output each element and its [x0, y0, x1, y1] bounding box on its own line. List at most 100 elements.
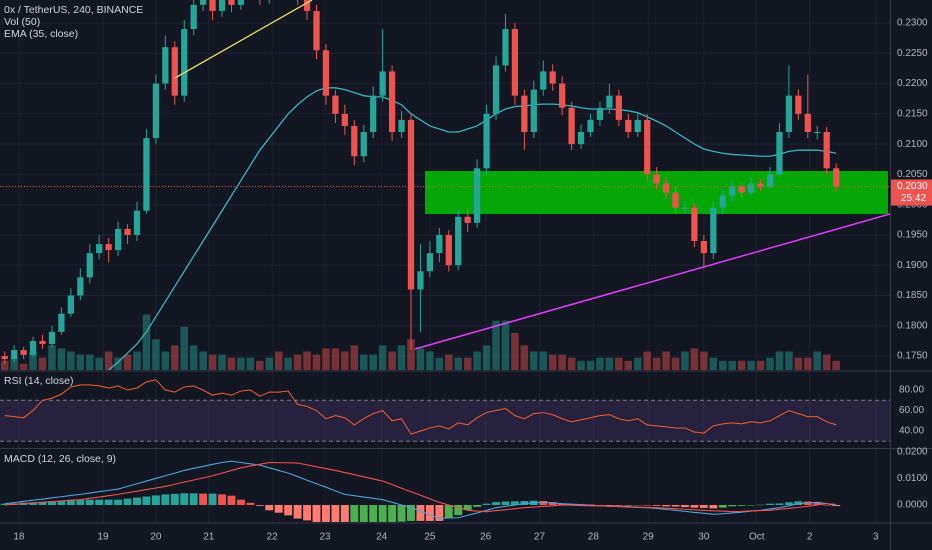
macd-histogram-bar	[435, 504, 444, 521]
rsi-band	[0, 400, 890, 442]
macd-histogram-bar	[303, 504, 312, 521]
volume-bar	[709, 357, 718, 370]
candle-body	[1, 356, 8, 360]
rsi-legend: RSI (14, close)	[4, 375, 73, 387]
macd-histogram-bar	[236, 499, 245, 505]
volume-bar	[548, 354, 557, 370]
macd-histogram-bar	[85, 499, 94, 505]
volume-bar	[29, 351, 37, 370]
volume-bar	[293, 354, 302, 370]
volume-bar	[265, 357, 274, 370]
volume-bar	[492, 320, 500, 370]
volume-bar	[180, 326, 189, 370]
candle-body	[313, 10, 320, 51]
macd-histogram-bar	[407, 504, 415, 521]
x-tick-label: 19	[97, 532, 109, 543]
candle-body	[322, 50, 330, 96]
candle-body	[776, 132, 783, 175]
volume-bar	[76, 354, 85, 370]
macd-histogram-bar	[340, 504, 349, 522]
volume-bar	[633, 357, 642, 370]
macd-histogram-bar	[199, 493, 208, 505]
volume-bar	[104, 351, 113, 370]
macd-histogram-bar	[76, 499, 85, 505]
candle-body	[521, 95, 528, 133]
volume-bar	[756, 360, 765, 370]
volume-bar	[643, 351, 651, 370]
candle-body	[351, 125, 358, 157]
volume-bar	[737, 360, 746, 370]
y-tick-label: 0.2250	[897, 48, 928, 59]
candle-body	[86, 253, 93, 278]
volume-bar	[700, 351, 708, 370]
volume-bar	[586, 360, 595, 370]
macd-histogram-bar	[558, 503, 567, 505]
macd-histogram-bar	[161, 494, 170, 505]
y-tick-label: 0.1900	[897, 260, 928, 271]
ema-legend: EMA (35, close)	[4, 28, 78, 40]
x-tick-label: 24	[376, 532, 388, 543]
macd-histogram-bar	[397, 504, 406, 522]
candle-body	[426, 253, 434, 272]
signal-line	[4, 461, 837, 513]
countdown-label: 25:42	[901, 193, 926, 204]
candle-body	[719, 195, 726, 208]
candle-body	[710, 207, 717, 254]
volume-bar	[794, 357, 803, 370]
volume-bar	[785, 351, 793, 370]
volume-bar	[95, 357, 103, 370]
volume-bar	[605, 357, 614, 370]
volume-bar	[671, 357, 680, 370]
x-tick-label: 21	[203, 532, 215, 543]
candle-body	[20, 350, 27, 355]
candle-body	[681, 207, 689, 209]
candle-body	[407, 119, 415, 290]
candle-body	[474, 168, 481, 223]
volume-bar	[133, 351, 141, 370]
candle-body	[644, 119, 651, 175]
candle-body	[209, 0, 216, 11]
macd-histogram-bar	[57, 500, 66, 505]
volume-bar	[274, 351, 283, 370]
y-tick-label: 0.1800	[897, 320, 928, 331]
candle-body	[833, 168, 840, 187]
candle-body	[738, 186, 745, 193]
candle-body	[237, 0, 245, 5]
volume-bar	[747, 360, 755, 370]
rsi-layer	[0, 379, 890, 442]
volume-legend: Vol (50)	[4, 16, 40, 28]
macd-histogram-bar	[151, 495, 160, 505]
x-tick-label: 29	[643, 532, 655, 543]
y-tick-label: 60.00	[899, 405, 924, 416]
x-tick-label: 20	[150, 532, 162, 543]
candle-body	[606, 95, 613, 108]
volume-bar	[624, 360, 633, 370]
macd-histogram-bar	[643, 504, 652, 506]
macd-histogram-bar	[737, 504, 746, 506]
volume-bar	[530, 351, 538, 370]
macd-layer	[0, 460, 841, 522]
candle-body	[577, 132, 585, 145]
volume-bar	[189, 345, 198, 370]
candle-body	[341, 113, 348, 126]
macd-line	[4, 460, 837, 519]
macd-histogram-bar	[38, 501, 47, 505]
volume-bar	[227, 357, 236, 370]
volume-bar	[690, 348, 699, 370]
volume-bar	[775, 351, 784, 370]
macd-histogram-bar	[671, 504, 680, 507]
rsi-line	[4, 379, 837, 435]
macd-histogram-bar	[822, 504, 831, 506]
volume-bar	[378, 345, 387, 370]
x-tick-label: 26	[480, 532, 492, 543]
x-tick-label: 25	[424, 532, 436, 543]
candle-body	[67, 295, 74, 314]
candle-body	[634, 119, 641, 133]
candle-body	[39, 340, 46, 344]
candle-body	[218, 0, 226, 11]
macd-histogram-bar	[47, 501, 56, 505]
candle-body	[436, 234, 443, 254]
price-layer	[0, 0, 890, 370]
y-tick-label: 0.2100	[897, 139, 928, 150]
